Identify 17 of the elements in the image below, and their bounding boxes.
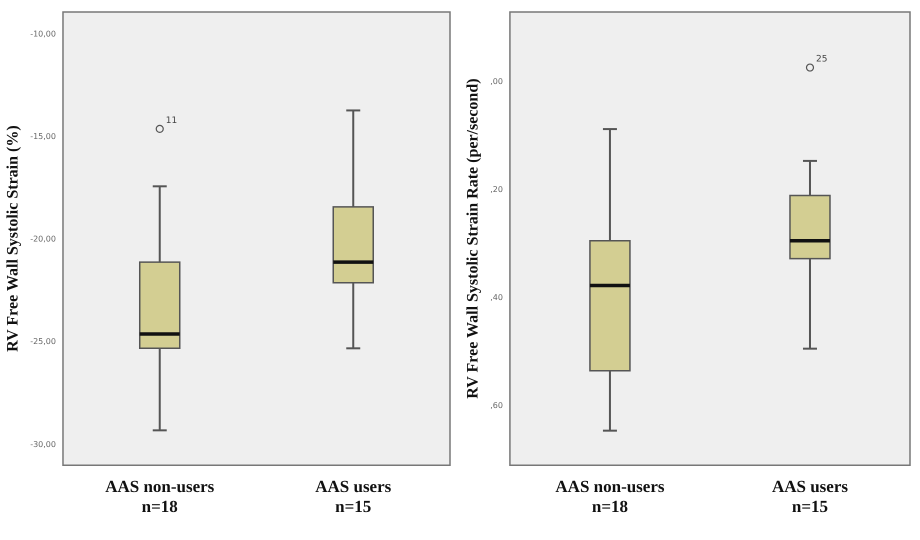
y-tick-label: ,60 xyxy=(490,400,503,410)
y-tick-label: -25,00 xyxy=(30,337,56,346)
y-tick-label: -30,00 xyxy=(30,440,56,449)
annotation: 25 xyxy=(816,54,828,65)
x-tick-label: AAS non-users n=18 xyxy=(105,476,215,516)
y-tick-label: -20,00 xyxy=(30,234,56,244)
y-axis-title: RV Free Wall Systolic Strain Rate (per/second) xyxy=(464,78,482,399)
y-tick-label: ,00 xyxy=(490,77,503,86)
y-tick-label: ,40 xyxy=(490,293,503,302)
y-tick-label: ,20 xyxy=(490,185,503,194)
x-tick-label: AAS users n=15 xyxy=(315,476,392,516)
y-axis-title: RV Free Wall Systolic Strain (%) xyxy=(4,125,22,352)
y-tick-label: -15,00 xyxy=(30,132,56,142)
annotation: 11 xyxy=(166,116,178,126)
x-tick-label: AAS users n=15 xyxy=(772,476,848,516)
x-tick-label: AAS non-users n=18 xyxy=(555,476,665,516)
y-tick-label: -10,00 xyxy=(30,30,56,39)
